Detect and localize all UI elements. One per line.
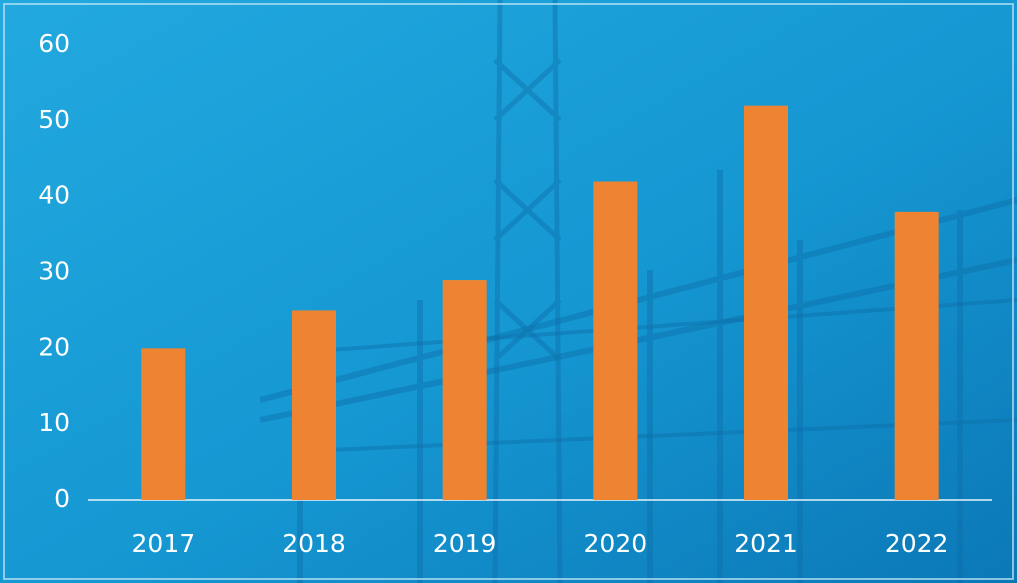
bar — [141, 348, 186, 500]
y-tick-label: 50 — [38, 105, 70, 134]
bar — [292, 310, 336, 500]
x-tick-label: 2022 — [885, 529, 949, 558]
x-tick-label: 2018 — [282, 529, 346, 558]
bar — [744, 105, 788, 501]
x-tick-label: 2017 — [132, 529, 196, 558]
y-tick-label: 40 — [38, 181, 70, 210]
x-tick-label: 2019 — [433, 529, 497, 558]
bar — [442, 280, 487, 500]
y-tick-label: 0 — [54, 484, 70, 513]
x-tick-label: 2020 — [584, 529, 648, 558]
frame — [3, 3, 1014, 580]
x-tick-label: 2021 — [734, 529, 798, 558]
y-tick-label: 20 — [38, 332, 70, 361]
bar — [593, 181, 638, 500]
y-tick-label: 60 — [38, 29, 70, 58]
bar — [894, 211, 939, 501]
y-tick-label: 30 — [38, 257, 70, 286]
y-tick-label: 10 — [38, 408, 70, 437]
